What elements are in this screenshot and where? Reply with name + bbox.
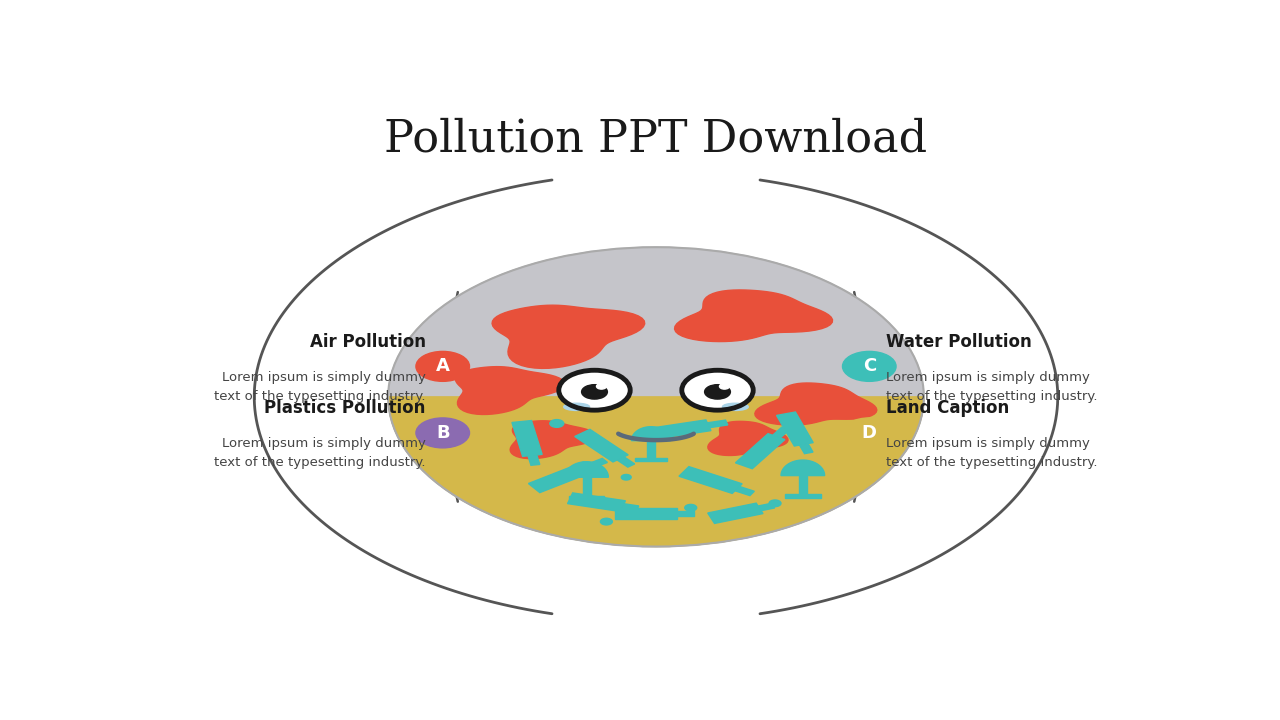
Polygon shape — [529, 462, 595, 492]
Polygon shape — [735, 487, 754, 495]
Circle shape — [416, 351, 470, 382]
Polygon shape — [622, 504, 639, 510]
Text: Air Pollution: Air Pollution — [310, 333, 426, 351]
Polygon shape — [616, 508, 677, 519]
Ellipse shape — [722, 403, 749, 410]
Polygon shape — [785, 495, 820, 498]
Polygon shape — [635, 458, 667, 461]
Text: C: C — [863, 357, 876, 375]
Polygon shape — [567, 493, 626, 511]
Polygon shape — [582, 477, 590, 497]
Polygon shape — [677, 510, 694, 516]
Polygon shape — [800, 444, 813, 454]
Text: Land Caption: Land Caption — [886, 400, 1010, 418]
Text: Lorem ipsum is simply dummy
text of the typesetting industry.: Lorem ipsum is simply dummy text of the … — [214, 371, 426, 402]
Text: D: D — [861, 424, 877, 442]
Polygon shape — [586, 459, 608, 469]
Circle shape — [719, 384, 730, 389]
Polygon shape — [568, 496, 604, 500]
Circle shape — [600, 518, 612, 525]
Circle shape — [388, 247, 924, 546]
Polygon shape — [492, 305, 645, 369]
Polygon shape — [708, 421, 788, 456]
Polygon shape — [758, 503, 774, 510]
Text: Water Pollution: Water Pollution — [886, 333, 1032, 351]
Circle shape — [769, 500, 781, 507]
Circle shape — [416, 418, 470, 448]
Text: Plastics Pollution: Plastics Pollution — [265, 400, 426, 418]
Text: Lorem ipsum is simply dummy
text of the typesetting industry.: Lorem ipsum is simply dummy text of the … — [214, 437, 426, 469]
Text: Pollution PPT Download: Pollution PPT Download — [384, 117, 928, 160]
Text: A: A — [435, 357, 449, 375]
Polygon shape — [799, 476, 806, 495]
Circle shape — [621, 474, 631, 480]
Text: B: B — [436, 424, 449, 442]
Polygon shape — [512, 420, 543, 456]
Polygon shape — [564, 462, 608, 477]
Polygon shape — [708, 420, 728, 428]
Circle shape — [842, 418, 896, 448]
Polygon shape — [511, 420, 595, 459]
Polygon shape — [675, 290, 832, 341]
Polygon shape — [527, 455, 540, 465]
Polygon shape — [456, 366, 564, 415]
Circle shape — [685, 505, 696, 511]
Circle shape — [704, 384, 731, 399]
Polygon shape — [641, 420, 710, 441]
Polygon shape — [678, 467, 742, 493]
Polygon shape — [631, 427, 671, 441]
Polygon shape — [708, 503, 763, 523]
Polygon shape — [777, 412, 813, 446]
Ellipse shape — [563, 403, 590, 410]
Polygon shape — [648, 441, 654, 458]
Circle shape — [682, 370, 753, 410]
Text: Lorem ipsum is simply dummy
text of the typesetting industry.: Lorem ipsum is simply dummy text of the … — [886, 371, 1098, 402]
Polygon shape — [755, 383, 877, 425]
Circle shape — [842, 351, 896, 382]
Polygon shape — [617, 456, 635, 467]
Polygon shape — [575, 429, 628, 462]
Text: Lorem ipsum is simply dummy
text of the typesetting industry.: Lorem ipsum is simply dummy text of the … — [886, 437, 1098, 469]
Polygon shape — [736, 433, 785, 469]
Circle shape — [559, 370, 630, 410]
Circle shape — [581, 384, 608, 399]
Circle shape — [550, 420, 563, 428]
Polygon shape — [781, 460, 824, 476]
Polygon shape — [773, 427, 790, 438]
Wedge shape — [388, 397, 924, 546]
Circle shape — [596, 384, 607, 389]
